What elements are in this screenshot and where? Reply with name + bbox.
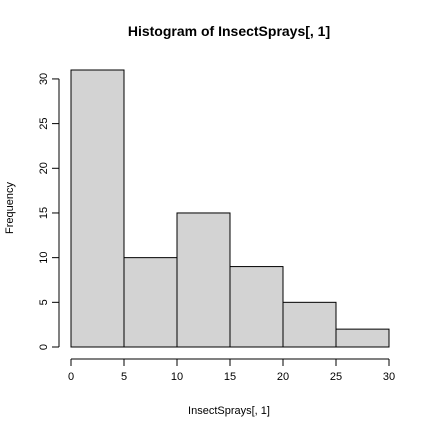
histogram-bar-10-15 — [176, 212, 231, 348]
y-tick-label-20: 20 — [38, 162, 50, 174]
x-tick-label-25: 25 — [330, 371, 342, 383]
histogram-bar-5-10 — [123, 257, 178, 348]
x-tick-label-20: 20 — [277, 371, 289, 383]
histogram-bars — [70, 69, 390, 348]
y-axis-label: Frequency — [4, 182, 16, 234]
chart-title: Histogram of InsectSprays[, 1] — [128, 23, 330, 39]
x-tick-label-15: 15 — [224, 371, 236, 383]
y-tick-label-15: 15 — [38, 207, 50, 219]
y-tick-label-30: 30 — [38, 73, 50, 85]
x-axis: 0 5 10 15 20 25 30 — [68, 358, 395, 383]
y-tick-label-5: 5 — [38, 299, 50, 305]
y-tick-label-10: 10 — [38, 252, 50, 264]
histogram-bar-15-20 — [229, 266, 284, 348]
histogram-bar-25-30 — [335, 328, 390, 348]
x-tick-label-30: 30 — [383, 371, 395, 383]
x-tick-label-10: 10 — [171, 371, 183, 383]
x-tick-label-0: 0 — [68, 371, 74, 383]
y-tick-label-0: 0 — [38, 344, 50, 350]
x-tick-label-5: 5 — [121, 371, 127, 383]
histogram-bar-0-5 — [70, 69, 125, 348]
y-axis: 0 5 10 15 20 25 30 — [38, 73, 60, 350]
histogram-bar-20-25 — [282, 301, 337, 348]
y-tick-label-25: 25 — [38, 117, 50, 129]
x-axis-label: InsectSprays[, 1] — [188, 405, 270, 417]
